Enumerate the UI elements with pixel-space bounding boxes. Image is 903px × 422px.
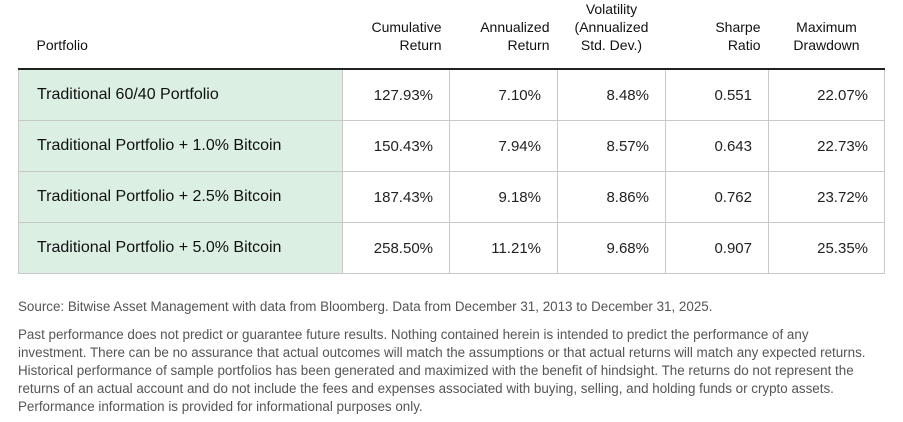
header-sharpe-line-1: Sharpe	[715, 19, 761, 35]
cell-annualized-return: 11.21%	[449, 222, 558, 274]
header-annualized-line-2: Return	[507, 37, 550, 53]
header-maximum-drawdown: Maximum Drawdown	[769, 0, 885, 69]
header-volatility-line-3: Std. Dev.)	[580, 37, 643, 53]
cell-cumulative-return: 150.43%	[342, 120, 450, 172]
cell-annualized-return: 7.10%	[449, 69, 558, 121]
cell-annualized-return: 9.18%	[449, 171, 558, 223]
cell-maximum-drawdown: 22.07%	[768, 69, 885, 121]
disclaimer-note: Past performance does not predict or gua…	[18, 327, 866, 414]
cell-volatility: 9.68%	[557, 222, 666, 274]
cell-annualized-return: 7.94%	[449, 120, 558, 172]
table-row: Traditional Portfolio + 2.5% Bitcoin 187…	[18, 171, 885, 223]
cell-maximum-drawdown: 25.35%	[768, 222, 885, 274]
cell-sharpe-ratio: 0.551	[665, 69, 769, 121]
header-annualized-line-1: Annualized	[480, 19, 550, 35]
cell-volatility: 8.86%	[557, 171, 666, 223]
cell-cumulative-return: 127.93%	[342, 69, 450, 121]
header-cumulative-line-1: Cumulative	[371, 19, 442, 35]
header-sharpe-ratio: Sharpe Ratio	[666, 0, 769, 69]
header-sharpe-line-2: Ratio	[727, 37, 761, 53]
header-portfolio: Portfolio	[19, 0, 343, 69]
cell-portfolio: Traditional Portfolio + 5.0% Bitcoin	[18, 222, 343, 274]
cell-maximum-drawdown: 22.73%	[768, 120, 885, 172]
cell-portfolio: Traditional 60/40 Portfolio	[18, 69, 343, 121]
cell-volatility: 8.48%	[557, 69, 666, 121]
cell-portfolio: Traditional Portfolio + 2.5% Bitcoin	[18, 171, 343, 223]
header-annualized-return: Annualized Return	[450, 0, 558, 69]
cell-sharpe-ratio: 0.762	[665, 171, 769, 223]
cell-cumulative-return: 187.43%	[342, 171, 450, 223]
cell-sharpe-ratio: 0.643	[665, 120, 769, 172]
header-portfolio-line-1: Portfolio	[36, 37, 88, 53]
table-row: Traditional Portfolio + 1.0% Bitcoin 150…	[18, 120, 885, 172]
footnotes: Source: Bitwise Asset Management with da…	[18, 298, 880, 416]
header-cumulative-line-2: Return	[399, 37, 442, 53]
cell-cumulative-return: 258.50%	[342, 222, 450, 274]
header-drawdown-line-1: Maximum	[796, 19, 857, 35]
table-body: Traditional 60/40 Portfolio 127.93% 7.10…	[18, 69, 885, 274]
cell-volatility: 8.57%	[557, 120, 666, 172]
table-row: Traditional Portfolio + 5.0% Bitcoin 258…	[18, 222, 885, 274]
table-header: Portfolio Cumulative Return Annualized R…	[18, 0, 885, 69]
cell-sharpe-ratio: 0.907	[665, 222, 769, 274]
header-cumulative-return: Cumulative Return	[343, 0, 450, 69]
header-drawdown-line-2: Drawdown	[793, 37, 860, 53]
header-volatility-line-2: (Annualized	[574, 19, 649, 35]
source-note: Source: Bitwise Asset Management with da…	[18, 299, 713, 314]
cell-portfolio: Traditional Portfolio + 1.0% Bitcoin	[18, 120, 343, 172]
cell-maximum-drawdown: 23.72%	[768, 171, 885, 223]
header-volatility-line-1: Volatility	[585, 1, 638, 17]
header-row: Portfolio Cumulative Return Annualized R…	[18, 0, 885, 69]
performance-table-container: Portfolio Cumulative Return Annualized R…	[18, 0, 885, 274]
header-volatility: Volatility (Annualized Std. Dev.)	[558, 0, 666, 69]
performance-table: Portfolio Cumulative Return Annualized R…	[18, 0, 885, 274]
table-row: Traditional 60/40 Portfolio 127.93% 7.10…	[18, 69, 885, 121]
